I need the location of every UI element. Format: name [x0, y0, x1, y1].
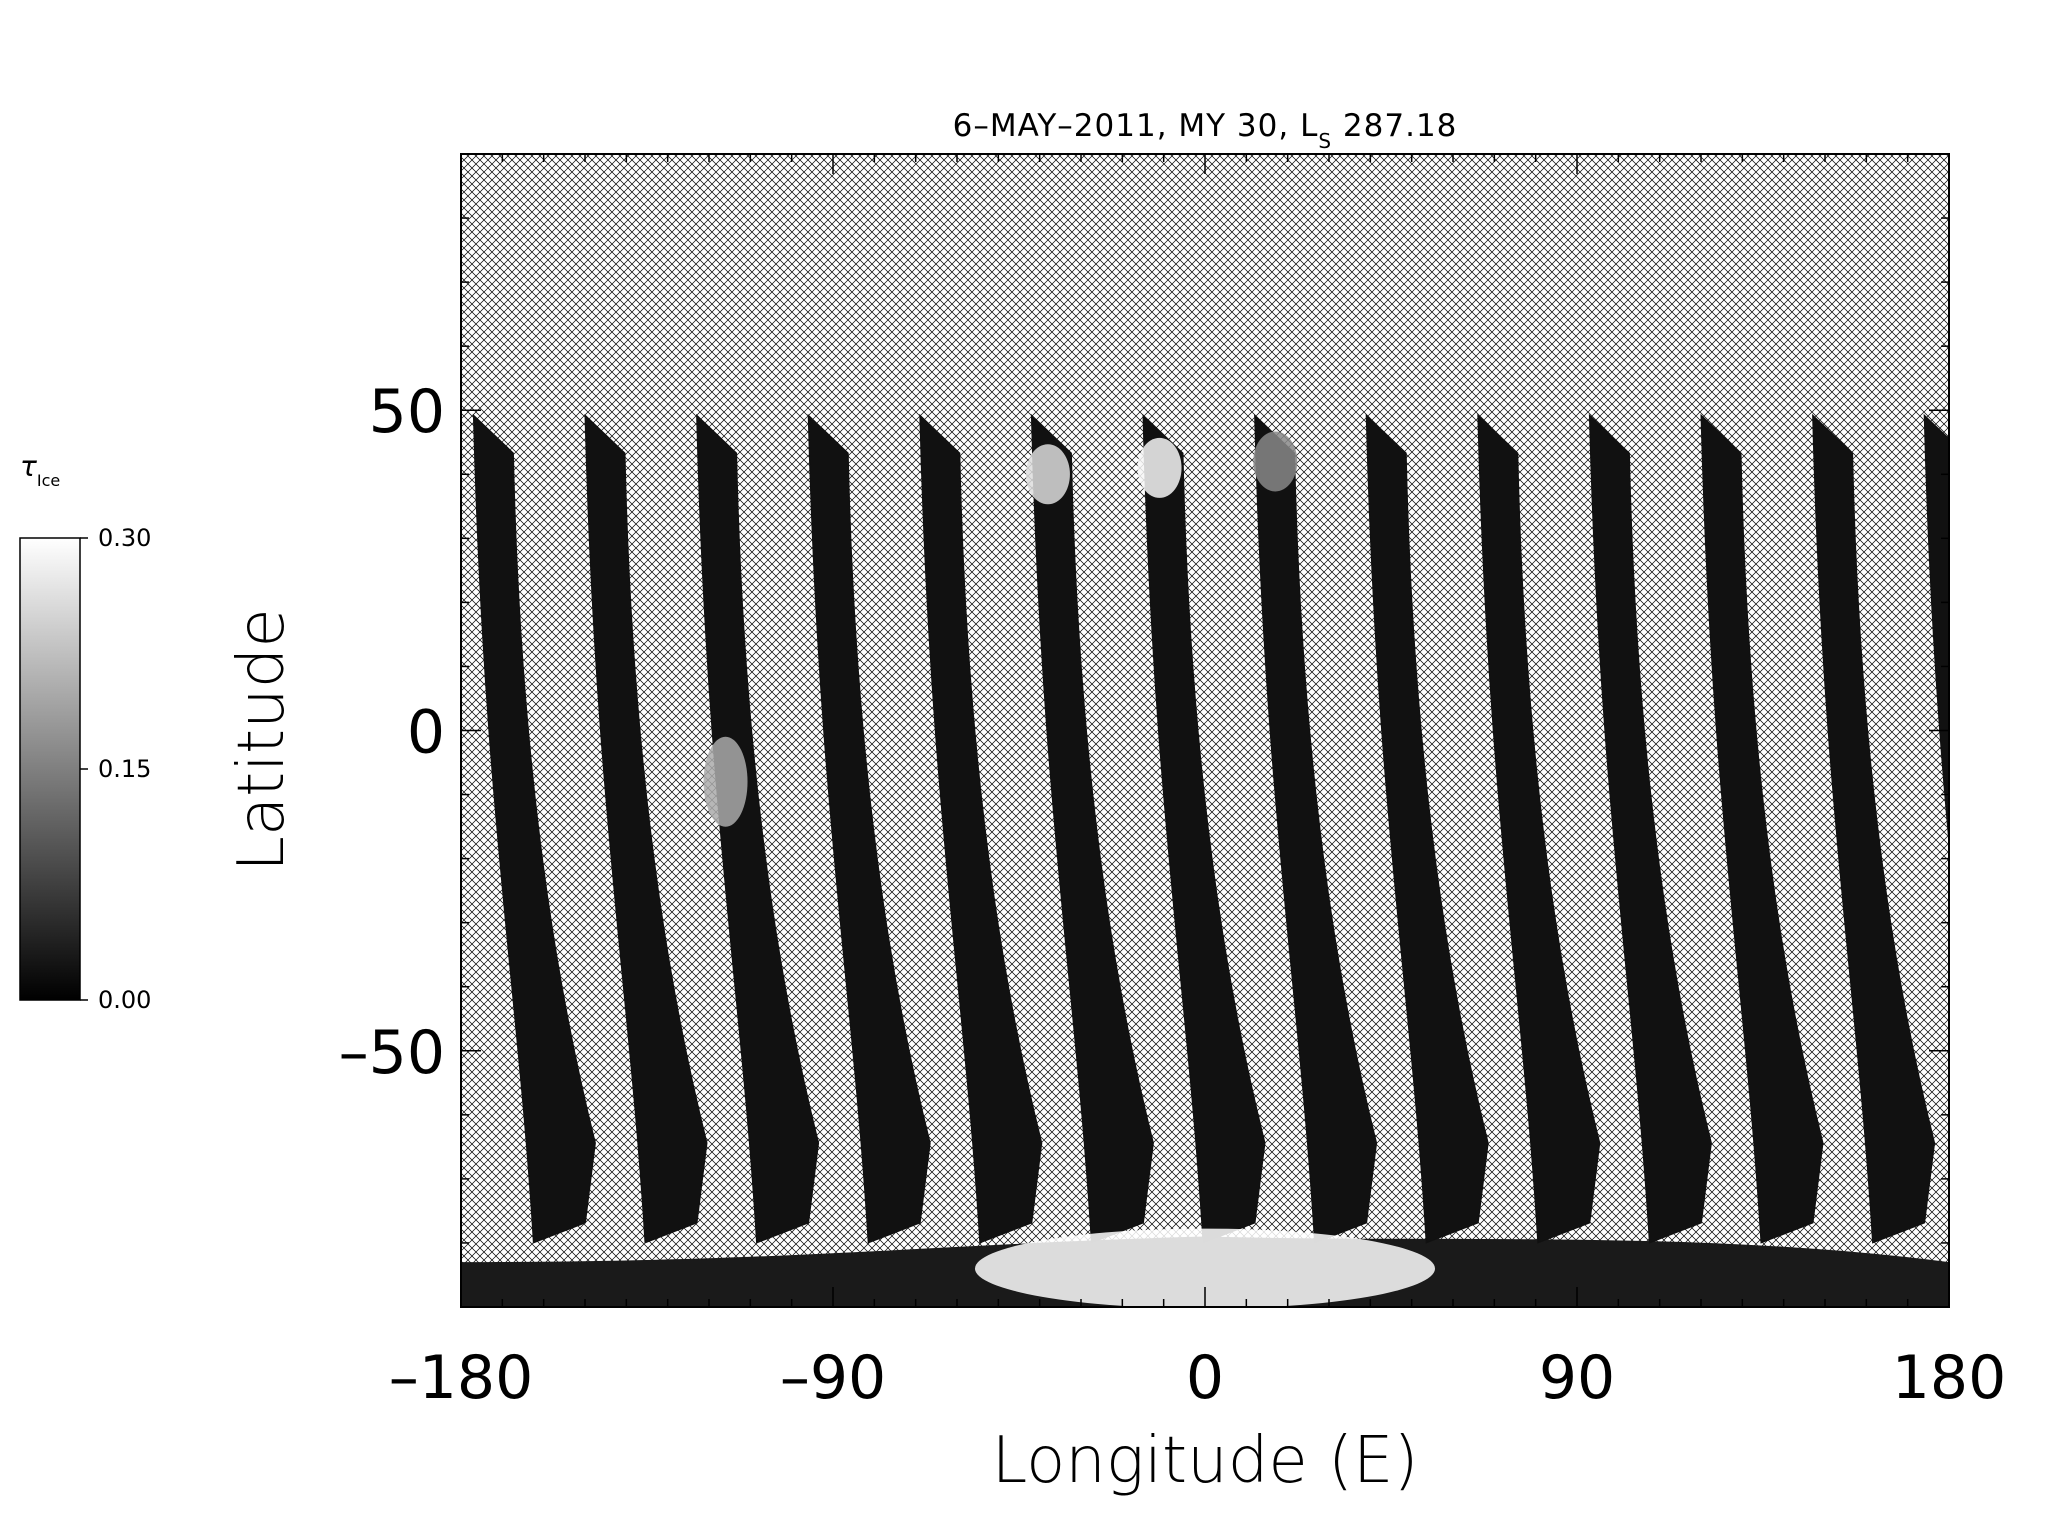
- x-tick-label: 90: [1539, 1343, 1615, 1413]
- colorbar-tick-label: 0.30: [98, 524, 151, 552]
- ice-cloud-feature: [1253, 431, 1298, 492]
- orbit-swath: [1365, 413, 1489, 1244]
- colorbar: 0.00 0.15 0.30: [19, 524, 151, 1014]
- axes: –180 –90 0 90 180 –50 0 50: [339, 153, 2007, 1413]
- ice-cloud-feature: [703, 736, 748, 827]
- y-tick-label: 0: [407, 698, 445, 768]
- colorbar-tick-label: 0.00: [98, 986, 151, 1014]
- ice-cloud-feature: [975, 1228, 1435, 1307]
- orbit-swath: [919, 413, 1043, 1244]
- colorbar-title: τIce: [20, 450, 61, 490]
- y-axis-label: Latitude: [225, 608, 299, 872]
- x-tick-label: 0: [1186, 1343, 1224, 1413]
- ice-cloud-feature: [1025, 444, 1070, 505]
- x-tick-label: 180: [1892, 1343, 2007, 1413]
- x-tick-label: –180: [389, 1343, 534, 1413]
- y-tick-label: –50: [339, 1018, 445, 1088]
- orbit-swath: [584, 413, 708, 1244]
- x-tick-label: –90: [780, 1343, 886, 1413]
- orbit-swath: [1923, 413, 1949, 850]
- orbit-swath: [1700, 413, 1824, 1244]
- orbit-swath: [1812, 413, 1936, 1244]
- orbit-swath: [807, 413, 931, 1244]
- plot-area: [461, 154, 1949, 1307]
- orbit-swath: [696, 413, 820, 1244]
- orbit-swath: [1254, 413, 1378, 1244]
- orbit-swath: [1588, 413, 1712, 1244]
- ice-cloud-feature: [1137, 437, 1182, 498]
- colorbar-tick-label: 0.15: [98, 755, 151, 783]
- orbit-swath: [472, 413, 596, 1244]
- x-axis-label: Longitude (E): [991, 1424, 1419, 1498]
- chart-title: 6–MAY–2011, MY 30, LS 287.18: [952, 108, 1458, 153]
- colorbar-gradient: [19, 537, 81, 1001]
- orbit-swath: [1477, 413, 1601, 1244]
- y-tick-label: 50: [369, 377, 445, 447]
